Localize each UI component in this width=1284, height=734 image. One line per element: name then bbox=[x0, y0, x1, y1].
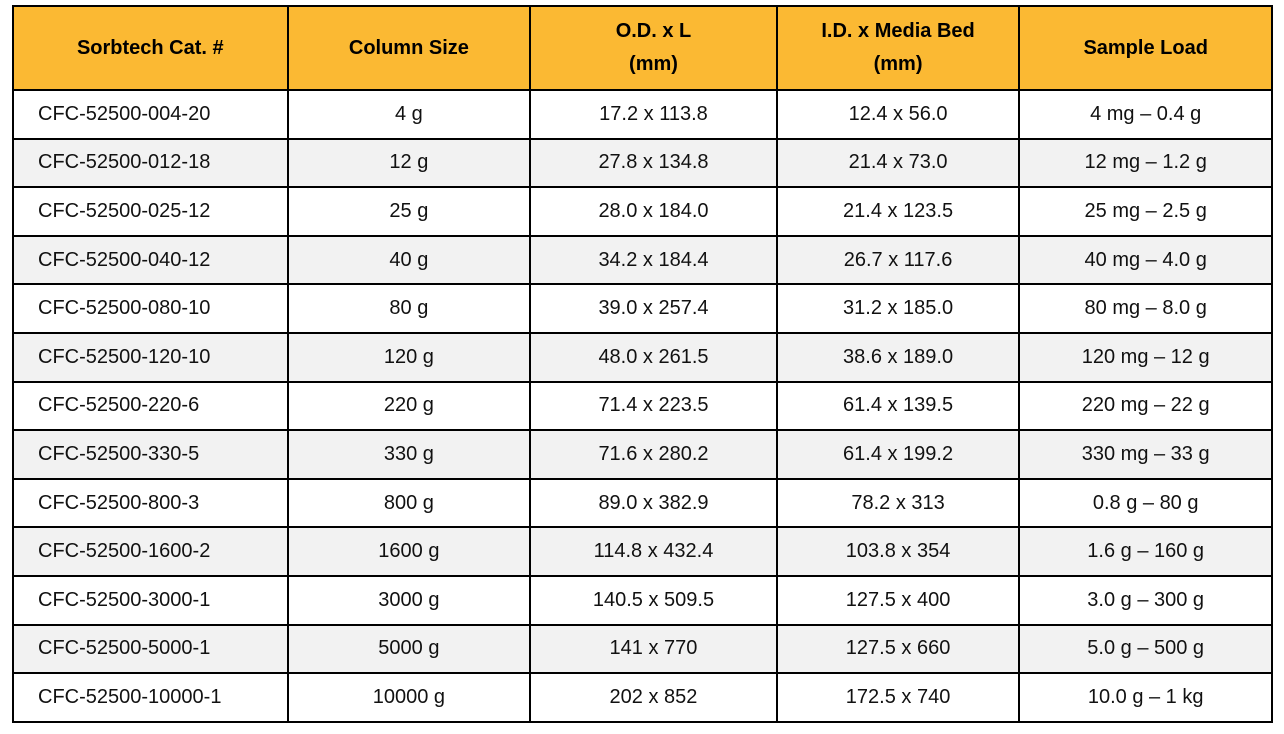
table-cell: 61.4 x 139.5 bbox=[775, 380, 1021, 432]
product-table: Sorbtech Cat. # Column Size O.D. x L (mm) I.… bbox=[12, 5, 1273, 723]
header-cell: O.D. x L (mm) bbox=[529, 5, 778, 91]
table-row: CFC-52500-220-6 220 g 71.4 x 223.5 61.4 x 1… bbox=[12, 380, 1273, 432]
table-cell: 4 mg – 0.4 g bbox=[1018, 89, 1273, 140]
table-row: CFC-52500-1600-2 1600 g 114.8 x 432.4 103.8… bbox=[12, 526, 1273, 577]
table-cell: 800 g bbox=[286, 477, 532, 529]
table-cell: 25 g bbox=[286, 186, 532, 237]
table-cell: CFC-52500-080-10 bbox=[12, 283, 289, 334]
table-cell: CFC-52500-800-3 bbox=[12, 477, 289, 529]
table-cell: CFC-52500-3000-1 bbox=[12, 574, 289, 626]
table-cell: 28.0 x 184.0 bbox=[529, 186, 778, 237]
table-cell: CFC-52500-040-12 bbox=[12, 234, 289, 286]
table-cell: CFC-52500-120-10 bbox=[12, 331, 289, 383]
table-cell: CFC-52500-1600-2 bbox=[12, 526, 289, 577]
table-cell: 12 g bbox=[286, 137, 532, 189]
table-row: CFC-52500-080-10 80 g 39.0 x 257.4 31.2 x 1… bbox=[12, 283, 1273, 334]
table-row: CFC-52500-800-3 800 g 89.0 x 382.9 78.2 x 3… bbox=[12, 477, 1273, 529]
header-row: Sorbtech Cat. # Column Size O.D. x L (mm) I.… bbox=[12, 5, 1273, 91]
table-row: CFC-52500-120-10 120 g 48.0 x 261.5 38.6 x … bbox=[12, 331, 1273, 383]
table-cell: 127.5 x 660 bbox=[775, 623, 1021, 675]
table-cell: 21.4 x 73.0 bbox=[775, 137, 1021, 189]
table-cell: 120 g bbox=[286, 331, 532, 383]
header-text: Sample Load bbox=[1083, 36, 1208, 59]
table-cell: CFC-52500-012-18 bbox=[12, 137, 289, 189]
table-cell: 4 g bbox=[286, 89, 532, 140]
table-cell: 25 mg – 2.5 g bbox=[1018, 186, 1273, 237]
table-cell: 89.0 x 382.9 bbox=[529, 477, 778, 529]
table-body: CFC-52500-004-20 4 g 17.2 x 113.8 12.4 x 56… bbox=[12, 89, 1273, 723]
table-cell: 103.8 x 354 bbox=[775, 526, 1021, 577]
table-cell: 80 mg – 8.0 g bbox=[1018, 283, 1273, 334]
table-cell: 330 g bbox=[286, 429, 532, 480]
table-cell: 172.5 x 740 bbox=[775, 672, 1021, 723]
header-text: O.D. x L bbox=[615, 20, 692, 42]
table-cell: 34.2 x 184.4 bbox=[529, 234, 778, 286]
table-cell: 140.5 x 509.5 bbox=[529, 574, 778, 626]
table-cell: 330 mg – 33 g bbox=[1018, 429, 1273, 480]
table-cell: 27.8 x 134.8 bbox=[529, 137, 778, 189]
table-cell: 5000 g bbox=[286, 623, 532, 675]
table-cell: 220 mg – 22 g bbox=[1018, 380, 1273, 432]
table-row: CFC-52500-040-12 40 g 34.2 x 184.4 26.7 x 1… bbox=[12, 234, 1273, 286]
header-text: Sorbtech Cat. # bbox=[76, 36, 224, 59]
table-cell: 61.4 x 199.2 bbox=[775, 429, 1021, 480]
table-cell: 48.0 x 261.5 bbox=[529, 331, 778, 383]
table-cell: 40 mg – 4.0 g bbox=[1018, 234, 1273, 286]
table-cell: 3000 g bbox=[286, 574, 532, 626]
table-cell: 26.7 x 117.6 bbox=[775, 234, 1021, 286]
table-cell: 17.2 x 113.8 bbox=[529, 89, 778, 140]
table-cell: 1600 g bbox=[286, 526, 532, 577]
table-cell: 12 mg – 1.2 g bbox=[1018, 137, 1273, 189]
table-cell: 21.4 x 123.5 bbox=[775, 186, 1021, 237]
table-row: CFC-52500-3000-1 3000 g 140.5 x 509.5 127.5… bbox=[12, 574, 1273, 626]
header-text: (mm) bbox=[873, 53, 923, 75]
table-cell: 80 g bbox=[286, 283, 532, 334]
table-row: CFC-52500-012-18 12 g 27.8 x 134.8 21.4 x 7… bbox=[12, 137, 1273, 189]
table-cell: CFC-52500-004-20 bbox=[12, 89, 289, 140]
table-cell: 38.6 x 189.0 bbox=[775, 331, 1021, 383]
header-cell: Column Size bbox=[286, 5, 532, 91]
table-cell: 0.8 g – 80 g bbox=[1018, 477, 1273, 529]
table-row: CFC-52500-004-20 4 g 17.2 x 113.8 12.4 x 56… bbox=[12, 89, 1273, 140]
table-cell: 3.0 g – 300 g bbox=[1018, 574, 1273, 626]
table-cell: 31.2 x 185.0 bbox=[775, 283, 1021, 334]
header-cell: Sorbtech Cat. # bbox=[12, 5, 289, 91]
table-row: CFC-52500-025-12 25 g 28.0 x 184.0 21.4 x 1… bbox=[12, 186, 1273, 237]
table-cell: CFC-52500-10000-1 bbox=[12, 672, 289, 723]
table-cell: 1.6 g – 160 g bbox=[1018, 526, 1273, 577]
table-cell: 127.5 x 400 bbox=[775, 574, 1021, 626]
table-cell: 10000 g bbox=[286, 672, 532, 723]
table-header: Sorbtech Cat. # Column Size O.D. x L (mm) I.… bbox=[12, 5, 1273, 91]
table-cell: 10.0 g – 1 kg bbox=[1018, 672, 1273, 723]
table-cell: CFC-52500-5000-1 bbox=[12, 623, 289, 675]
header-text: Column Size bbox=[348, 36, 469, 59]
header-cell: Sample Load bbox=[1018, 5, 1273, 91]
table-row: CFC-52500-10000-1 10000 g 202 x 852 172.5 x… bbox=[12, 672, 1273, 723]
table-row: CFC-52500-330-5 330 g 71.6 x 280.2 61.4 x 1… bbox=[12, 429, 1273, 480]
header-text: I.D. x Media Bed bbox=[821, 20, 975, 42]
table-cell: 5.0 g – 500 g bbox=[1018, 623, 1273, 675]
table-cell: 141 x 770 bbox=[529, 623, 778, 675]
table-cell: CFC-52500-025-12 bbox=[12, 186, 289, 237]
table-cell: CFC-52500-330-5 bbox=[12, 429, 289, 480]
header-text: (mm) bbox=[629, 53, 678, 75]
table-cell: 71.6 x 280.2 bbox=[529, 429, 778, 480]
table-cell: 40 g bbox=[286, 234, 532, 286]
table-cell: 78.2 x 313 bbox=[775, 477, 1021, 529]
table-cell: 202 x 852 bbox=[529, 672, 778, 723]
table-cell: 114.8 x 432.4 bbox=[529, 526, 778, 577]
table-cell: 12.4 x 56.0 bbox=[775, 89, 1021, 140]
header-cell: I.D. x Media Bed (mm) bbox=[775, 5, 1021, 91]
table-cell: 39.0 x 257.4 bbox=[529, 283, 778, 334]
table-cell: CFC-52500-220-6 bbox=[12, 380, 289, 432]
table-cell: 71.4 x 223.5 bbox=[529, 380, 778, 432]
table-cell: 120 mg – 12 g bbox=[1018, 331, 1273, 383]
table-row: CFC-52500-5000-1 5000 g 141 x 770 127.5 x 6… bbox=[12, 623, 1273, 675]
table-cell: 220 g bbox=[286, 380, 532, 432]
